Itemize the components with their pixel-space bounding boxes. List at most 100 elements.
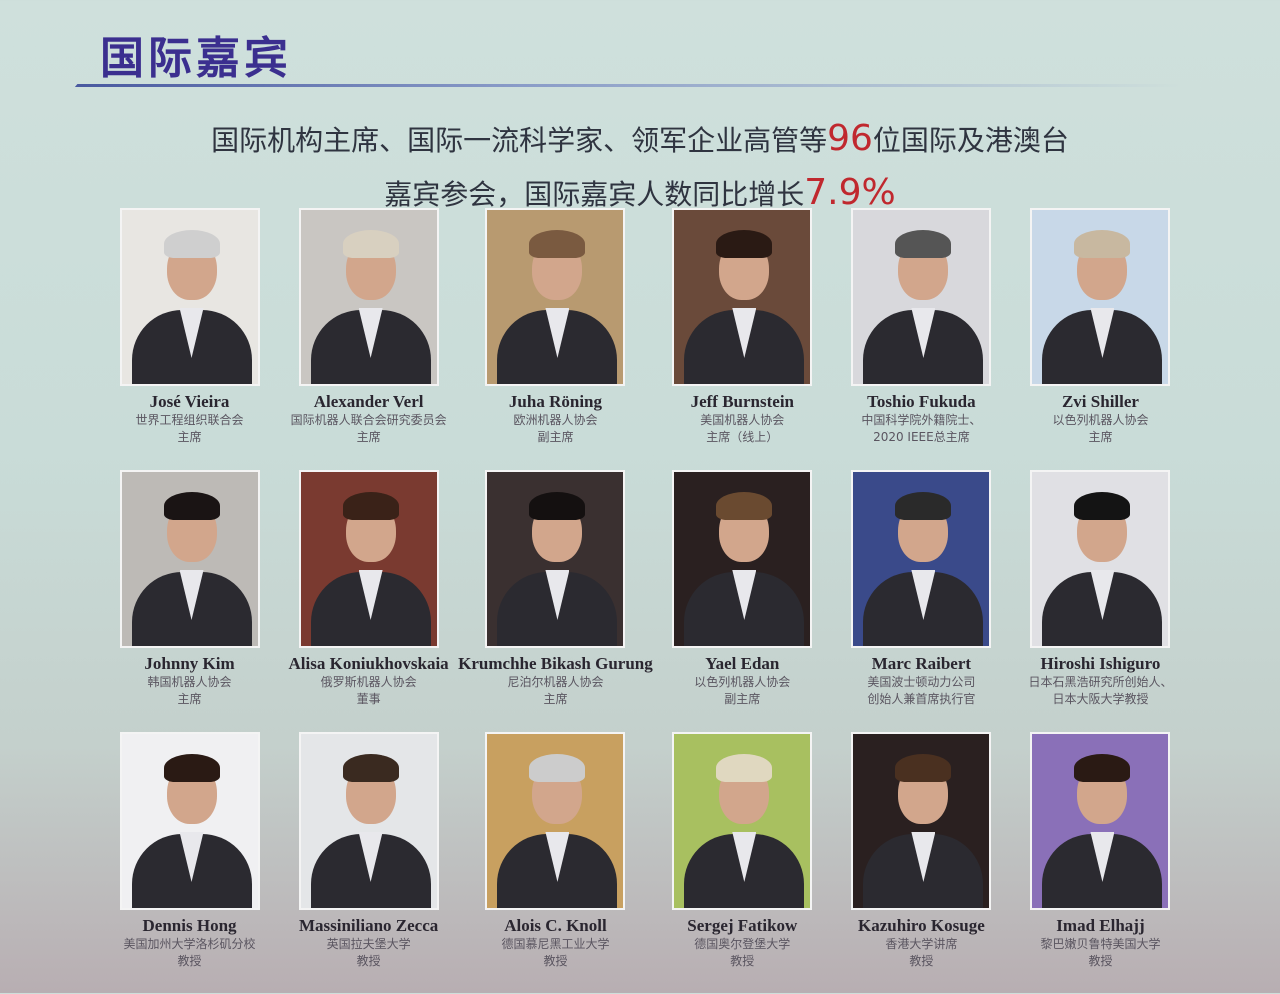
guest-card: Sergej Fatikow 德国奥尔登堡大学 教授 xyxy=(653,732,832,994)
guest-photo xyxy=(672,470,813,648)
hair-shape xyxy=(163,492,220,520)
hair-shape xyxy=(342,230,399,258)
guest-photo xyxy=(485,208,626,386)
guest-role: 主席 xyxy=(177,430,202,444)
guest-name: Krumchhe Bikash Gurung xyxy=(458,654,653,673)
guest-name: Dennis Hong xyxy=(142,916,237,935)
guest-photo xyxy=(119,732,260,910)
guest-role: 创始人兼首席执行官 xyxy=(867,692,976,706)
guest-card: Yael Edan 以色列机器人协会 副主席 xyxy=(653,470,832,732)
guest-photo xyxy=(672,732,813,910)
guest-organization: 美国波士顿动力公司 xyxy=(867,675,976,689)
title-divider xyxy=(82,84,1182,87)
guest-card: Massiniliano Zecca 英国拉夫堡大学 教授 xyxy=(279,732,458,994)
guest-card: Alexander Verl 国际机器人联合会研究委员会 主席 xyxy=(279,208,458,470)
guest-organization: 以色列机器人协会 xyxy=(1052,413,1149,427)
guest-photo xyxy=(851,208,992,386)
growth-percent: 7.9% xyxy=(804,172,896,213)
hair-shape xyxy=(716,230,773,258)
guest-organization: 德国奥尔登堡大学 xyxy=(694,937,791,951)
guest-role: 董事 xyxy=(356,692,381,706)
guest-name: Kazuhiro Kosuge xyxy=(858,916,985,935)
guest-name: Massiniliano Zecca xyxy=(298,916,439,935)
guest-name: Yael Edan xyxy=(705,654,780,673)
guest-role: 教授 xyxy=(543,954,568,968)
guest-photo xyxy=(851,732,992,910)
hair-shape xyxy=(1074,230,1131,258)
guest-name: Juha Röning xyxy=(508,392,602,411)
guest-role: 教授 xyxy=(177,954,202,968)
guest-card: Hiroshi Ishiguro 日本石黑浩研究所创始人、 日本大阪大学教授 xyxy=(1011,470,1190,732)
summary-line-2: 嘉宾参会，国际嘉宾人数同比增长7.9% xyxy=(0,172,1280,213)
guest-role: 2020 IEEE总主席 xyxy=(873,430,970,444)
summary-text: 嘉宾参会，国际嘉宾人数同比增长 xyxy=(384,178,805,211)
guest-organization: 尼泊尔机器人协会 xyxy=(507,675,604,689)
guest-card: Alois C. Knoll 德国慕尼黑工业大学 教授 xyxy=(458,732,653,994)
guest-name: Hiroshi Ishiguro xyxy=(1040,654,1161,673)
guest-organization: 黎巴嫩贝鲁特美国大学 xyxy=(1040,937,1161,951)
hair-shape xyxy=(163,230,220,258)
guest-role: 教授 xyxy=(730,954,755,968)
hair-shape xyxy=(529,230,586,258)
guest-name: Toshio Fukuda xyxy=(867,392,976,411)
guest-role: 主席 xyxy=(1088,430,1113,444)
guest-organization: 国际机器人联合会研究委员会 xyxy=(290,413,447,427)
guest-name: Imad Elhajj xyxy=(1056,916,1145,935)
guest-name: José Vieira xyxy=(149,392,230,411)
guest-card: Marc Raibert 美国波士顿动力公司 创始人兼首席执行官 xyxy=(832,470,1011,732)
guest-name: Alisa Koniukhovskaia xyxy=(288,654,449,673)
hair-shape xyxy=(342,492,399,520)
guest-name: Johnny Kim xyxy=(144,654,235,673)
guest-organization: 美国加州大学洛杉矶分校 xyxy=(123,937,256,951)
guest-role: 副主席 xyxy=(724,692,761,706)
hair-shape xyxy=(895,230,952,258)
guest-card: Juha Röning 欧洲机器人协会 副主席 xyxy=(458,208,653,470)
summary-line-1: 国际机构主席、国际一流科学家、领军企业高管等96位国际及港澳台 xyxy=(0,118,1280,159)
guest-role: 主席 xyxy=(177,692,202,706)
guest-organization: 香港大学讲席 xyxy=(885,937,958,951)
guest-card: Kazuhiro Kosuge 香港大学讲席 教授 xyxy=(832,732,1011,994)
guest-photo xyxy=(119,208,260,386)
guest-organization: 日本石黑浩研究所创始人、 xyxy=(1028,675,1173,689)
hair-shape xyxy=(895,754,952,782)
guest-name: Sergej Fatikow xyxy=(687,916,798,935)
guest-card: Toshio Fukuda 中国科学院外籍院士、 2020 IEEE总主席 xyxy=(832,208,1011,470)
guest-organization: 欧洲机器人协会 xyxy=(513,413,598,427)
guest-name: Jeff Burnstein xyxy=(690,392,795,411)
guest-photo xyxy=(298,470,439,648)
guest-role: 主席 xyxy=(543,692,568,706)
guest-role: 主席 xyxy=(356,430,381,444)
guest-count: 96 xyxy=(827,118,873,159)
guest-role: 教授 xyxy=(356,954,381,968)
guest-organization: 韩国机器人协会 xyxy=(147,675,232,689)
guest-photo xyxy=(485,732,626,910)
guest-card: Jeff Burnstein 美国机器人协会 主席（线上） xyxy=(653,208,832,470)
guest-photo xyxy=(672,208,813,386)
guest-organization: 以色列机器人协会 xyxy=(694,675,791,689)
guest-card: Zvi Shiller 以色列机器人协会 主席 xyxy=(1011,208,1190,470)
guest-name: Alois C. Knoll xyxy=(504,916,607,935)
guest-photo xyxy=(485,470,626,648)
guest-organization: 中国科学院外籍院士、 xyxy=(861,413,982,427)
guest-photo xyxy=(1030,470,1171,648)
guest-card: Krumchhe Bikash Gurung 尼泊尔机器人协会 主席 xyxy=(458,470,653,732)
hair-shape xyxy=(716,754,773,782)
guest-name: Zvi Shiller xyxy=(1061,392,1139,411)
guest-organization: 美国机器人协会 xyxy=(700,413,785,427)
guest-name: Alexander Verl xyxy=(313,392,424,411)
guest-photo xyxy=(1030,208,1171,386)
guest-role: 副主席 xyxy=(537,430,574,444)
guest-card: José Vieira 世界工程组织联合会 主席 xyxy=(100,208,279,470)
guest-organization: 英国拉夫堡大学 xyxy=(326,937,411,951)
hair-shape xyxy=(1074,754,1131,782)
guest-role: 日本大阪大学教授 xyxy=(1052,692,1149,706)
guest-photo xyxy=(119,470,260,648)
hair-shape xyxy=(342,754,399,782)
guest-grid: José Vieira 世界工程组织联合会 主席 Alexander Verl … xyxy=(100,208,1190,994)
hair-shape xyxy=(716,492,773,520)
hair-shape xyxy=(529,754,586,782)
summary-text: 国际机构主席、国际一流科学家、领军企业高管等 xyxy=(211,124,828,157)
guest-card: Johnny Kim 韩国机器人协会 主席 xyxy=(100,470,279,732)
guest-card: Imad Elhajj 黎巴嫩贝鲁特美国大学 教授 xyxy=(1011,732,1190,994)
guest-card: Alisa Koniukhovskaia 俄罗斯机器人协会 董事 xyxy=(279,470,458,732)
